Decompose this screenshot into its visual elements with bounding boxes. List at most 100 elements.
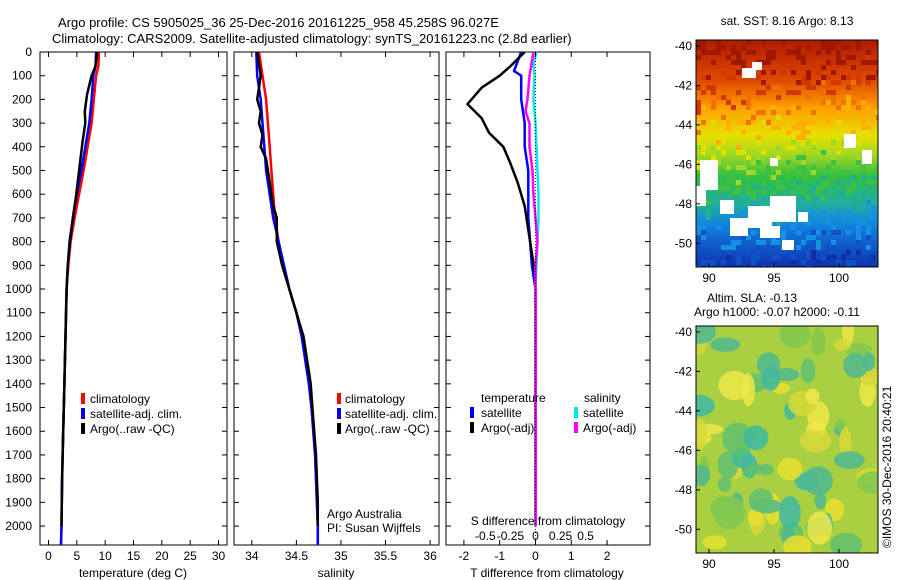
- sst-cell: [866, 225, 871, 230]
- sst-cell: [736, 260, 741, 265]
- sla-blob: [803, 466, 833, 496]
- sla-blob: [761, 365, 781, 391]
- series-line-argo-raw-qc-: [60, 52, 99, 527]
- sst-cell: [771, 85, 776, 90]
- sst-cell: [781, 235, 786, 240]
- sst-cell: [761, 90, 766, 95]
- sst-cell: [741, 210, 746, 215]
- sst-cell: [696, 240, 701, 245]
- sst-cell: [776, 145, 781, 150]
- sst-cell: [771, 125, 776, 130]
- sst-cell: [836, 55, 841, 60]
- sst-cell: [826, 165, 831, 170]
- sst-cell: [801, 125, 806, 130]
- sst-cell: [851, 200, 856, 205]
- sst-cell: [801, 240, 806, 245]
- sst-cell: [846, 45, 851, 50]
- sst-cell: [721, 115, 726, 120]
- sst-cell: [786, 175, 791, 180]
- sst-cell: [856, 80, 861, 85]
- sst-cell: [746, 100, 751, 105]
- sst-cell: [751, 195, 756, 200]
- sst-cell: [701, 205, 706, 210]
- missing-patch: [700, 160, 718, 190]
- sst-cell: [821, 210, 826, 215]
- depth-tick-label: 1500: [5, 401, 32, 415]
- sst-cell: [871, 180, 876, 185]
- sst-cell: [851, 80, 856, 85]
- sst-cell: [836, 190, 841, 195]
- sst-cell: [861, 115, 866, 120]
- sst-cell: [706, 205, 711, 210]
- sst-cell: [746, 155, 751, 160]
- sst-cell: [871, 255, 876, 260]
- sst-cell: [761, 265, 766, 267]
- sst-cell: [876, 220, 878, 225]
- map-y-tick-label: -48: [675, 197, 693, 211]
- depth-tick-label: 200: [12, 92, 32, 106]
- x-tick-label: 2: [604, 549, 611, 563]
- sst-cell: [861, 175, 866, 180]
- sst-cell: [861, 170, 866, 175]
- top-tick-label: -0.25: [497, 529, 525, 543]
- sst-cell: [701, 120, 706, 125]
- sst-cell: [756, 250, 761, 255]
- legend-label: climatology: [345, 392, 405, 406]
- sst-cell: [696, 225, 701, 230]
- legend-swatch-t-argo: [470, 422, 474, 433]
- difference-panel-frame: [445, 51, 651, 546]
- sst-cell: [826, 100, 831, 105]
- sst-cell: [856, 220, 861, 225]
- sst-cell: [736, 55, 741, 60]
- sst-cell: [701, 90, 706, 95]
- depth-tick-label: 100: [12, 69, 32, 83]
- sst-cell: [736, 265, 741, 267]
- x-tick-label: 30: [212, 549, 226, 563]
- sst-cell: [761, 245, 766, 250]
- sst-cell: [821, 75, 826, 80]
- sst-cell: [841, 100, 846, 105]
- sst-cell: [851, 100, 856, 105]
- sst-cell: [871, 75, 876, 80]
- sst-cell: [801, 120, 806, 125]
- sst-cell: [711, 250, 716, 255]
- s-difference-xlabel: S difference from climatology: [471, 514, 626, 528]
- sst-cell: [846, 100, 851, 105]
- sst-cell: [796, 80, 801, 85]
- sst-cell: [701, 145, 706, 150]
- sst-cell: [781, 130, 786, 135]
- sst-cell: [811, 265, 816, 267]
- sst-cell: [866, 185, 871, 190]
- sst-cell: [851, 260, 856, 265]
- sla-blob: [749, 488, 774, 513]
- sst-cell: [756, 75, 761, 80]
- sst-cell: [731, 170, 736, 175]
- sst-cell: [776, 180, 781, 185]
- sst-cell: [866, 230, 871, 235]
- sst-cell: [821, 65, 826, 70]
- sst-cell: [806, 85, 811, 90]
- sst-cell: [806, 130, 811, 135]
- sst-cell: [716, 185, 721, 190]
- sst-cell: [876, 265, 878, 267]
- missing-patch: [760, 226, 780, 238]
- sst-cell: [846, 170, 851, 175]
- sst-cell: [756, 95, 761, 100]
- sst-cell: [871, 130, 876, 135]
- sst-cell: [746, 95, 751, 100]
- legend-label: satellite-adj. clim.: [90, 407, 182, 421]
- sst-cell: [766, 120, 771, 125]
- legend-swatch-s-satellite: [574, 407, 578, 418]
- legend-label: satellite: [481, 406, 522, 420]
- sst-cell: [811, 255, 816, 260]
- sst-cell: [811, 240, 816, 245]
- sst-cell: [706, 75, 711, 80]
- missing-patch: [798, 212, 808, 222]
- sst-cell: [836, 180, 841, 185]
- sst-cell: [756, 240, 761, 245]
- sla-blob: [830, 532, 863, 553]
- sla-blob: [717, 477, 732, 492]
- sst-cell: [761, 70, 766, 75]
- legend-label: Argo(-adj): [481, 421, 534, 435]
- sla-blob: [805, 388, 820, 404]
